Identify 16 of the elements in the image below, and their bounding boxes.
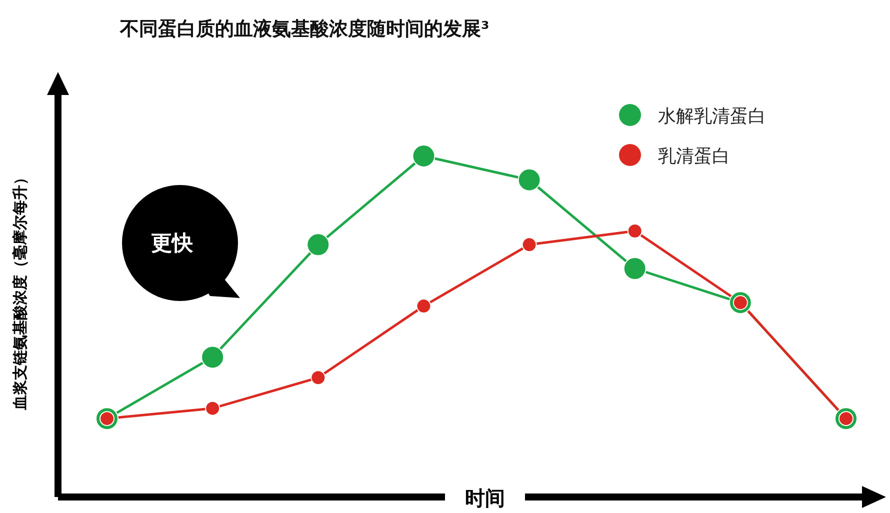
point [412,144,436,168]
point [310,370,326,386]
point [627,224,642,239]
point [518,168,541,192]
point [201,346,224,369]
legend-label: 水解乳清蛋白 [658,106,766,127]
point [623,257,646,280]
point [205,400,220,416]
point [306,233,330,256]
point [522,237,537,252]
chart-title: 不同蛋白质的血液氨基酸浓度随时间的发展³ [119,18,490,40]
point [416,298,432,314]
annotation: 更快 [151,231,194,255]
y-axis-title: 血浆支链氨基酸浓度（毫摩尔每升） [11,170,29,411]
legend-label: 乳清蛋白 [658,146,730,167]
x-axis-title: 时间 [465,486,505,510]
